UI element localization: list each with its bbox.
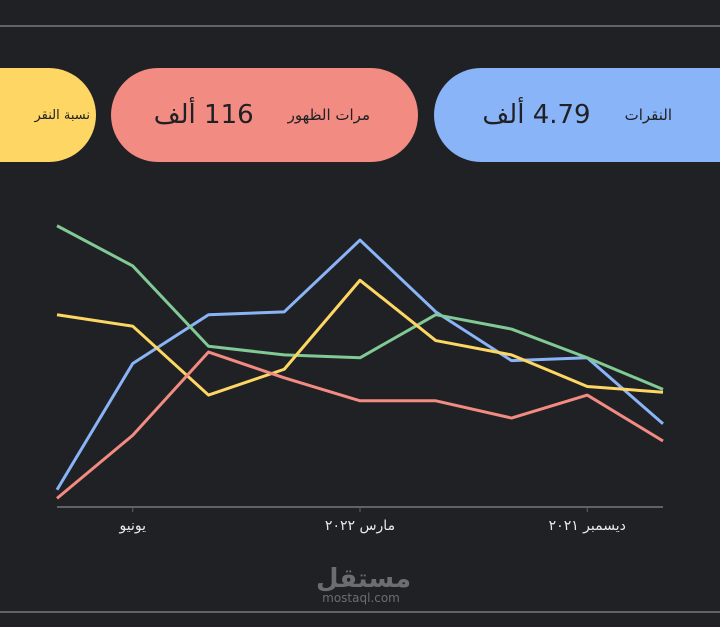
x-tick-label: ديسمبر ٢٠٢١ <box>548 518 626 534</box>
impressions-label: مرات الظهور <box>287 106 370 124</box>
series-line-3 <box>56 350 664 500</box>
series-line-2 <box>56 278 664 397</box>
clicks-label: النقرات <box>624 106 672 124</box>
watermark-arabic: مستقل <box>316 564 412 594</box>
impressions-value: 116 ألف <box>153 100 254 130</box>
series-line-0 <box>55 238 664 491</box>
ctr-metric-card[interactable]: نسبة النقر <box>0 68 96 162</box>
ctr-label: نسبة النقر <box>34 107 91 123</box>
impressions-metric-card[interactable]: مرات الظهور 116 ألف <box>111 68 418 162</box>
watermark-latin: mostaql.com <box>322 591 400 605</box>
mostaql-watermark: مستقل mostaql.com <box>316 564 412 605</box>
bottom-divider <box>0 611 720 613</box>
series-line-1 <box>56 224 664 391</box>
x-tick-label: مارس ٢٠٢٢ <box>324 518 396 534</box>
clicks-value: 4.79 ألف <box>482 100 591 130</box>
x-tick-label: يونيو <box>119 518 146 534</box>
clicks-metric-card[interactable]: النقرات 4.79 ألف <box>434 68 720 162</box>
top-divider <box>0 25 720 27</box>
